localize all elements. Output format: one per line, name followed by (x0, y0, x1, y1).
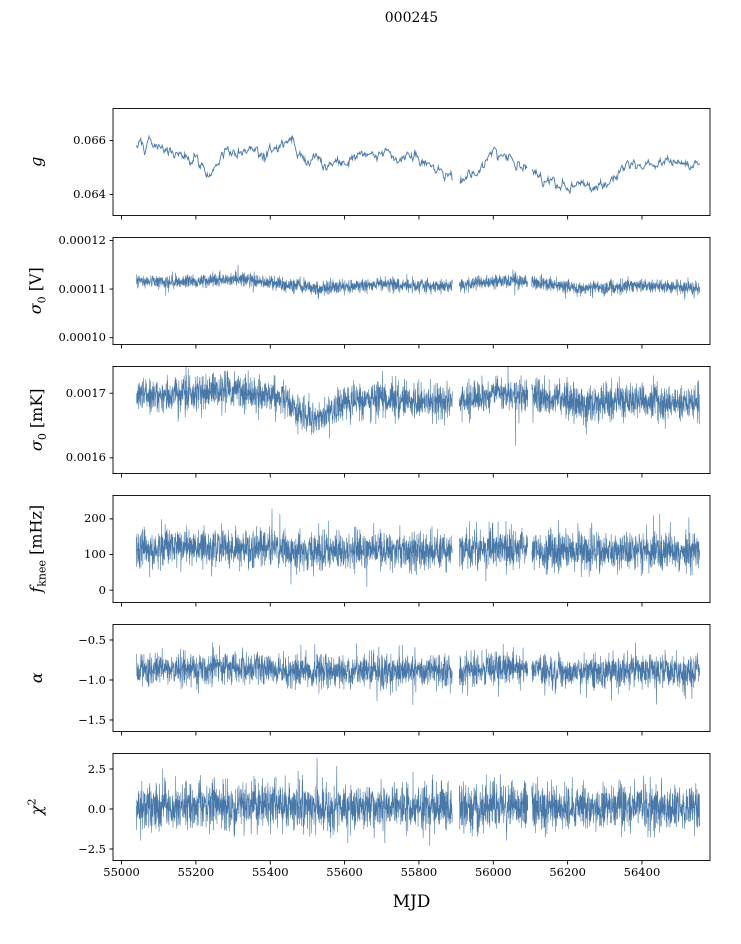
ylabel-text: σ (26, 440, 46, 452)
alpha-plot-canvas (107, 624, 716, 738)
panel-fknee (107, 495, 716, 609)
x-tick-label: 56400 (623, 865, 661, 879)
x-tick-label: 56200 (549, 865, 586, 879)
sigma0-mk-plot-canvas (107, 366, 716, 480)
panel-sigma0-v (107, 237, 716, 351)
y-tick-label: −2.5 (78, 841, 106, 856)
y-tick-label: 0.0016 (65, 450, 106, 465)
panel-chi2 (107, 753, 716, 867)
ylabel-text: σ (26, 303, 46, 315)
y-tick-label: 0.066 (73, 132, 106, 147)
y-tick-label: 0.0 (87, 801, 106, 816)
x-tick-label: 55400 (251, 865, 289, 879)
y-tick-label: 0.064 (73, 186, 106, 201)
chi2-plot-canvas (107, 753, 716, 867)
x-tick-label: 55800 (400, 865, 438, 879)
y-tick-label: −1.0 (78, 672, 106, 687)
panel-sigma0-mk (107, 366, 716, 480)
y-tick-label: 0.00010 (58, 330, 106, 345)
y-tick-label: −1.5 (78, 712, 106, 727)
x-tick-label: 56000 (474, 865, 512, 879)
y-tick-label: −0.5 (78, 632, 106, 647)
ylabel-text: g (26, 156, 46, 168)
panel-alpha (107, 624, 716, 738)
x-tick-label: 55000 (103, 865, 140, 879)
y-tick-label: 0.00012 (58, 232, 106, 247)
y-tick-label: 100 (84, 547, 106, 562)
x-axis-label: MJD (392, 892, 431, 912)
y-tick-label: 0.0017 (65, 385, 106, 400)
y-tick-label: 2.5 (87, 761, 106, 776)
panel-g (107, 108, 716, 222)
chart-title: 000245 (384, 10, 439, 26)
g-plot-canvas (107, 108, 716, 222)
x-tick-label: 55200 (177, 865, 215, 879)
y-tick-label: 0 (98, 582, 106, 597)
y-tick-label: 200 (84, 511, 106, 526)
sigma0-v-plot-canvas (107, 237, 716, 351)
fknee-plot-canvas (107, 495, 716, 609)
x-tick-label: 55600 (326, 865, 363, 879)
y-tick-label: 0.00011 (58, 281, 106, 296)
